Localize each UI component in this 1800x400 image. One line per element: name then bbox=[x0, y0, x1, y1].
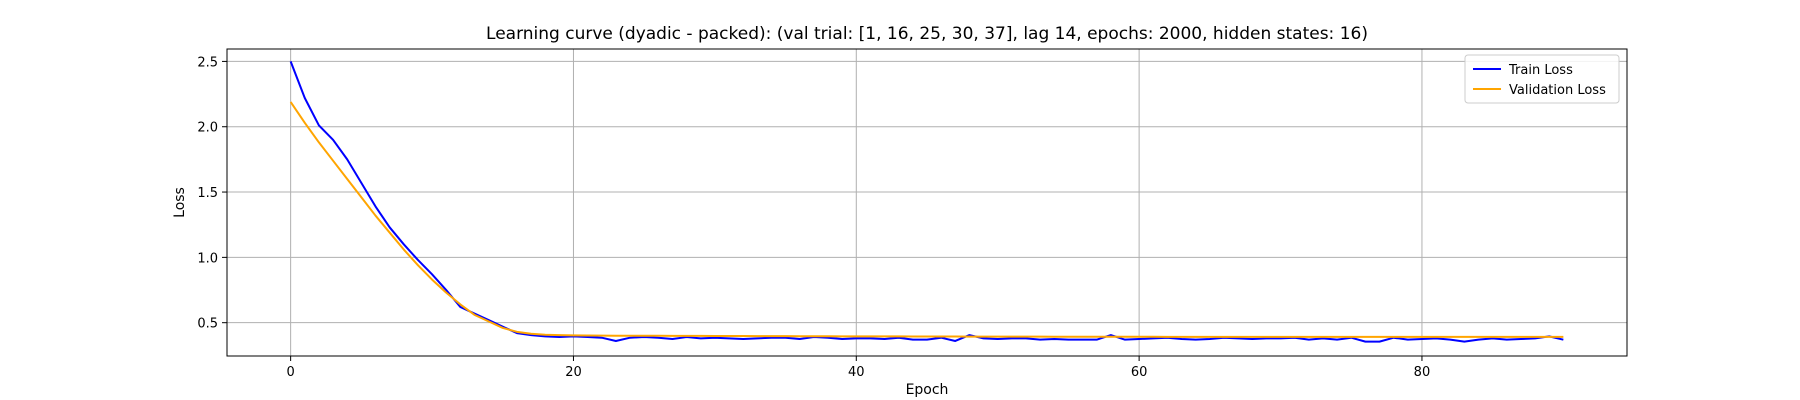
y-tick-label: 1.0 bbox=[197, 251, 218, 266]
y-axis-label: Loss bbox=[172, 187, 188, 218]
legend-label: Validation Loss bbox=[1509, 83, 1606, 98]
legend-box bbox=[1464, 54, 1620, 104]
x-tick-label: 40 bbox=[848, 365, 865, 380]
legend: Train Loss Validation Loss bbox=[1464, 54, 1620, 104]
legend-label: Train Loss bbox=[1508, 63, 1573, 78]
y-tick-label: 1.5 bbox=[197, 186, 218, 201]
series-line-validation-loss bbox=[289, 101, 1564, 338]
x-axis-label: Epoch bbox=[906, 382, 949, 398]
x-tick-label: 60 bbox=[1131, 365, 1148, 380]
x-tick-label: 20 bbox=[565, 365, 582, 380]
y-tick-label: 0.5 bbox=[197, 317, 218, 332]
grid-lines bbox=[227, 49, 1627, 356]
plot-background bbox=[227, 49, 1627, 356]
y-tick-label: 2.0 bbox=[197, 121, 218, 136]
series-layer bbox=[289, 61, 1564, 343]
y-tick-label: 2.5 bbox=[197, 55, 218, 70]
x-tick-label: 0 bbox=[286, 365, 294, 380]
y-axis-ticks: 0.5 1.0 1.5 2.0 2.5 bbox=[197, 55, 227, 332]
plot-frame bbox=[226, 48, 1628, 357]
chart-title: Learning curve (dyadic - packed): (val t… bbox=[486, 24, 1368, 44]
x-axis-ticks: 0 20 40 60 80 bbox=[286, 356, 1430, 380]
x-tick-label: 80 bbox=[1414, 365, 1431, 380]
